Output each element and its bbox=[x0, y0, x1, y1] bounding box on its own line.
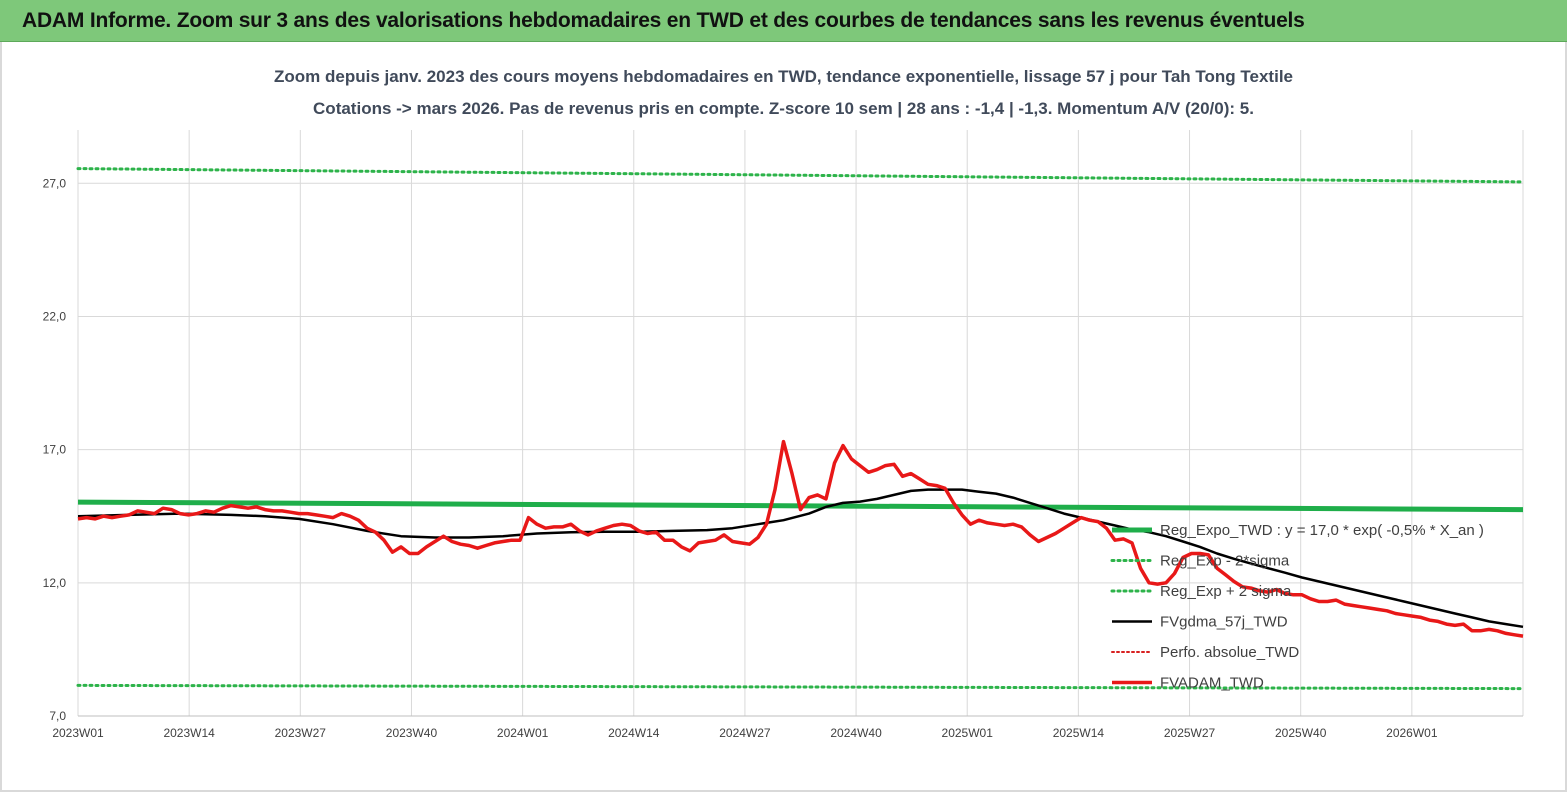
x-tick-label: 2023W01 bbox=[52, 726, 104, 740]
x-tick-label: 2024W14 bbox=[608, 726, 660, 740]
legend-label: FVgdma_57j_TWD bbox=[1160, 614, 1288, 631]
legend-label: Reg_Exp + 2 sigma bbox=[1160, 583, 1292, 600]
report-title: ADAM Informe. Zoom sur 3 ans des valoris… bbox=[22, 9, 1305, 32]
legend-label: Reg_Exp - 2*sigma bbox=[1160, 553, 1290, 570]
series-line-5 bbox=[77, 439, 1524, 638]
y-tick-label: 17,0 bbox=[43, 443, 67, 457]
series-line-2 bbox=[76, 167, 1525, 184]
x-tick-label: 2025W40 bbox=[1275, 726, 1327, 740]
y-tick-label: 12,0 bbox=[43, 576, 67, 590]
x-tick-label: 2025W27 bbox=[1164, 726, 1216, 740]
y-tick-label: 7,0 bbox=[49, 709, 66, 723]
chart-frame bbox=[0, 42, 1567, 792]
chart-subtitle: Cotations -> mars 2026. Pas de revenus p… bbox=[313, 99, 1254, 118]
x-tick-label: 2023W14 bbox=[163, 726, 215, 740]
report-banner: ADAM Informe. Zoom sur 3 ans des valoris… bbox=[0, 0, 1567, 42]
legend-label: Reg_Expo_TWD : y = 17,0 * exp( -0,5% * X… bbox=[1160, 522, 1484, 539]
x-tick-label: 2023W40 bbox=[386, 726, 438, 740]
x-tick-label: 2023W27 bbox=[275, 726, 327, 740]
x-tick-label: 2025W14 bbox=[1053, 726, 1105, 740]
x-tick-label: 2025W01 bbox=[942, 726, 994, 740]
y-tick-label: 22,0 bbox=[43, 309, 67, 323]
legend-label: FVADAM_TWD bbox=[1160, 675, 1264, 692]
x-tick-label: 2024W01 bbox=[497, 726, 549, 740]
series-line-1 bbox=[76, 683, 1525, 691]
legend-label: Perfo. absolue_TWD bbox=[1160, 644, 1299, 661]
series-line-3 bbox=[77, 488, 1524, 629]
x-tick-label: 2024W40 bbox=[830, 726, 882, 740]
y-tick-label: 27,0 bbox=[43, 176, 67, 190]
x-tick-label: 2024W27 bbox=[719, 726, 771, 740]
x-tick-label: 2026W01 bbox=[1386, 726, 1438, 740]
chart-title: Zoom depuis janv. 2023 des cours moyens … bbox=[274, 67, 1293, 86]
